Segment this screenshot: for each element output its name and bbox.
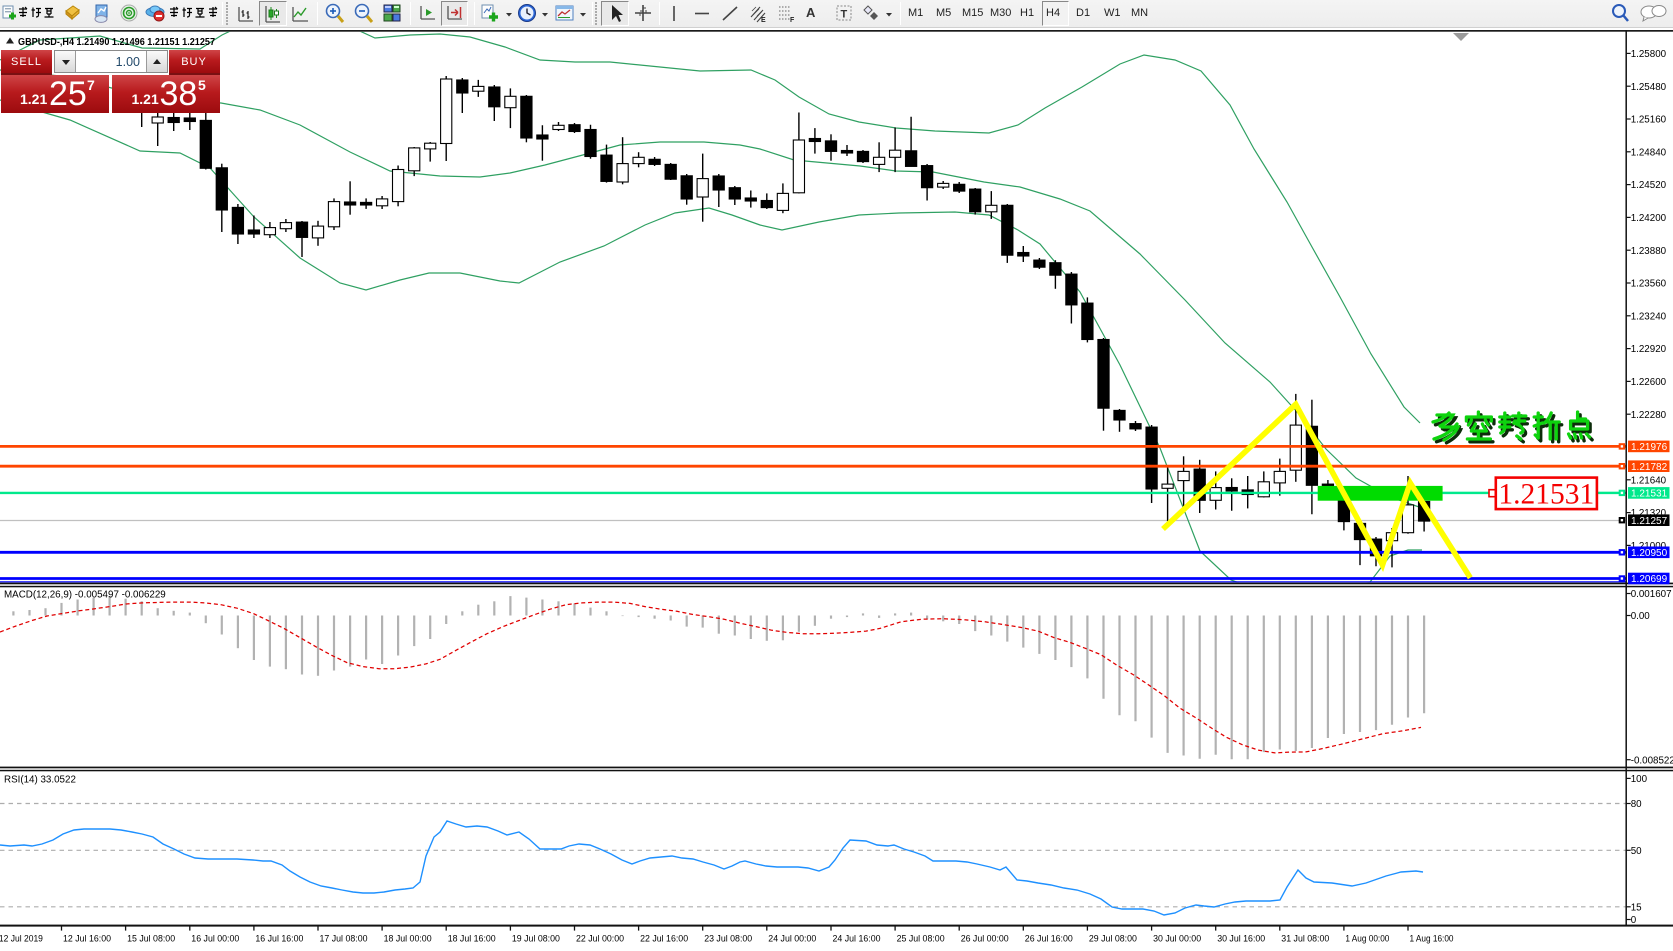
svg-text:16 Jul 16:00: 16 Jul 16:00	[255, 934, 303, 945]
svg-text:1.24200: 1.24200	[1631, 213, 1667, 224]
svg-text:1.25480: 1.25480	[1631, 82, 1667, 93]
svg-text:1.21976: 1.21976	[1631, 442, 1668, 453]
svg-text:23 Jul 08:00: 23 Jul 08:00	[704, 934, 752, 945]
svg-text:26 Jul 00:00: 26 Jul 00:00	[961, 934, 1009, 945]
svg-text:0.001607: 0.001607	[1631, 589, 1672, 600]
svg-text:30 Jul 16:00: 30 Jul 16:00	[1217, 934, 1265, 945]
svg-text:1.24520: 1.24520	[1631, 180, 1667, 191]
svg-text:18 Jul 16:00: 18 Jul 16:00	[448, 934, 496, 945]
svg-text:0.00: 0.00	[1631, 611, 1651, 622]
svg-text:50: 50	[1631, 846, 1642, 857]
svg-text:1.20699: 1.20699	[1631, 574, 1668, 585]
svg-text:1.22600: 1.22600	[1631, 377, 1667, 388]
svg-text:-0.008522: -0.008522	[1631, 755, 1673, 766]
svg-text:18 Jul 00:00: 18 Jul 00:00	[384, 934, 432, 945]
svg-text:RSI(14) 33.0522: RSI(14) 33.0522	[4, 775, 76, 786]
svg-text:19 Jul 08:00: 19 Jul 08:00	[512, 934, 560, 945]
svg-text:12 Jul 2019: 12 Jul 2019	[0, 934, 43, 945]
svg-text:24 Jul 16:00: 24 Jul 16:00	[833, 934, 881, 945]
svg-text:1 Aug 00:00: 1 Aug 00:00	[1345, 934, 1389, 945]
svg-text:1.24840: 1.24840	[1631, 147, 1667, 158]
svg-text:1.21531: 1.21531	[1498, 479, 1594, 511]
svg-text:E: E	[761, 17, 766, 24]
svg-text:1.23240: 1.23240	[1631, 311, 1667, 322]
svg-text:17 Jul 08:00: 17 Jul 08:00	[320, 934, 368, 945]
svg-text:25 Jul 08:00: 25 Jul 08:00	[897, 934, 945, 945]
svg-text:22 Jul 16:00: 22 Jul 16:00	[640, 934, 688, 945]
svg-text:1.22280: 1.22280	[1631, 410, 1667, 421]
svg-text:1.21257: 1.21257	[1631, 516, 1668, 527]
svg-text:1.21640: 1.21640	[1631, 475, 1667, 486]
svg-text:29 Jul 08:00: 29 Jul 08:00	[1089, 934, 1137, 945]
svg-text:1.20950: 1.20950	[1631, 548, 1668, 559]
svg-text:1.21531: 1.21531	[1631, 489, 1668, 500]
svg-text:1.22920: 1.22920	[1631, 344, 1667, 355]
svg-text:1.23560: 1.23560	[1631, 279, 1667, 290]
svg-text:0: 0	[1631, 915, 1637, 926]
svg-text:24 Jul 00:00: 24 Jul 00:00	[768, 934, 816, 945]
svg-text:1.23880: 1.23880	[1631, 246, 1667, 257]
svg-text:T: T	[841, 9, 848, 21]
svg-text:30 Jul 00:00: 30 Jul 00:00	[1153, 934, 1201, 945]
svg-text:26 Jul 16:00: 26 Jul 16:00	[1025, 934, 1073, 945]
svg-text:1.25800: 1.25800	[1631, 49, 1667, 60]
svg-text:GBPUSD-,H4 1.21490 1.21496 1.: GBPUSD-,H4 1.21490 1.21496 1.21151 1.212…	[18, 36, 215, 48]
svg-text:15: 15	[1631, 902, 1642, 913]
svg-text:1.21782: 1.21782	[1631, 462, 1668, 473]
svg-text:16 Jul 00:00: 16 Jul 00:00	[191, 934, 239, 945]
svg-text:31 Jul 08:00: 31 Jul 08:00	[1281, 934, 1329, 945]
svg-text:1 Aug 16:00: 1 Aug 16:00	[1410, 934, 1454, 945]
svg-text:80: 80	[1631, 799, 1642, 810]
svg-text:100: 100	[1631, 774, 1648, 785]
svg-text:1.25160: 1.25160	[1631, 115, 1667, 126]
svg-text:22 Jul 00:00: 22 Jul 00:00	[576, 934, 624, 945]
svg-text:15 Jul 08:00: 15 Jul 08:00	[127, 934, 175, 945]
svg-text:MACD(12,26,9) -0.005497 -0.006: MACD(12,26,9) -0.005497 -0.006229	[4, 590, 166, 601]
svg-text:12 Jul 16:00: 12 Jul 16:00	[63, 934, 111, 945]
svg-text:1.21320: 1.21320	[1631, 508, 1667, 519]
svg-text:F: F	[790, 17, 795, 24]
